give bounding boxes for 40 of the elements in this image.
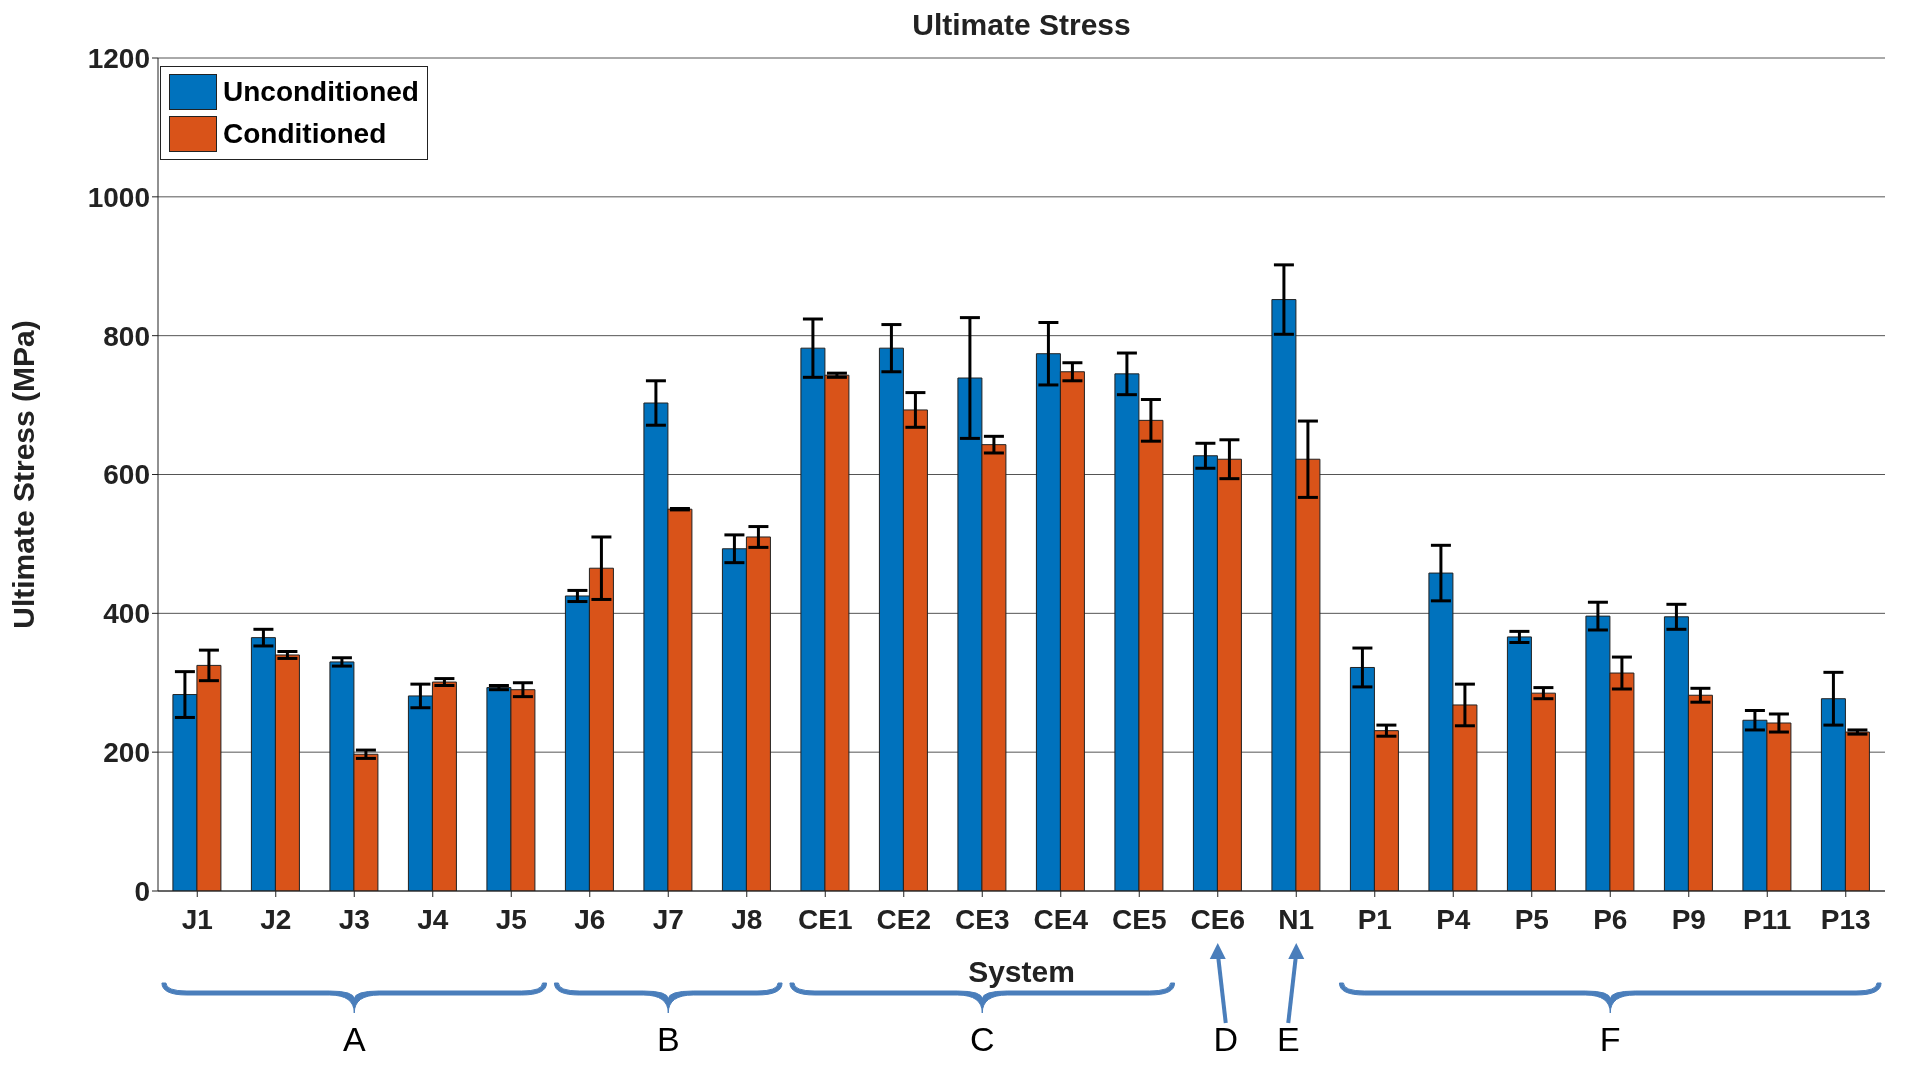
x-tick-label: P6 bbox=[1593, 903, 1628, 935]
x-tick-label: P4 bbox=[1436, 903, 1471, 935]
y-tick-label: 400 bbox=[103, 598, 150, 630]
x-tick-label: N1 bbox=[1278, 903, 1315, 935]
y-tick-label: 1200 bbox=[87, 42, 150, 74]
x-tick-label: J1 bbox=[181, 903, 213, 935]
text: E bbox=[1276, 1020, 1300, 1058]
y-tick-label: 0 bbox=[134, 875, 150, 907]
x-tick-label: J3 bbox=[338, 903, 370, 935]
x-tick-label: J4 bbox=[417, 903, 449, 935]
legend-label: Conditioned bbox=[222, 117, 388, 151]
y-tick-label: 1000 bbox=[87, 181, 150, 213]
legend-label: Unconditioned bbox=[222, 75, 419, 109]
x-tick-label: CE5 bbox=[1112, 903, 1167, 935]
x-tick-label: J6 bbox=[574, 903, 606, 935]
y-axis-title: Ultimate Stress (MPa) bbox=[6, 320, 40, 629]
chart-title: Ultimate Stress bbox=[911, 8, 1132, 42]
text: B bbox=[656, 1020, 680, 1058]
x-tick-label: P11 bbox=[1743, 903, 1792, 935]
x-tick-label: P5 bbox=[1514, 903, 1549, 935]
y-tick-label: 600 bbox=[103, 459, 150, 491]
x-tick-label: J5 bbox=[495, 903, 527, 935]
text: D bbox=[1213, 1020, 1239, 1058]
x-tick-label: P9 bbox=[1671, 903, 1706, 935]
x-tick-label: J8 bbox=[731, 903, 763, 935]
text: F bbox=[1599, 1020, 1621, 1058]
y-tick-label: 200 bbox=[103, 737, 150, 769]
x-tick-label: CE6 bbox=[1190, 903, 1245, 935]
x-tick-label: CE3 bbox=[955, 903, 1010, 935]
y-tick-label: 800 bbox=[103, 320, 150, 352]
x-tick-label: J2 bbox=[260, 903, 292, 935]
x-axis-title: System bbox=[968, 955, 1075, 989]
text: A bbox=[342, 1020, 366, 1058]
x-tick-label: P1 bbox=[1357, 903, 1392, 935]
x-tick-label: CE2 bbox=[876, 903, 931, 935]
x-tick-label: CE1 bbox=[798, 903, 853, 935]
x-tick-label: J7 bbox=[652, 903, 684, 935]
text: C bbox=[969, 1020, 995, 1058]
x-tick-label: CE4 bbox=[1033, 903, 1089, 935]
x-tick-label: P13 bbox=[1820, 903, 1871, 935]
